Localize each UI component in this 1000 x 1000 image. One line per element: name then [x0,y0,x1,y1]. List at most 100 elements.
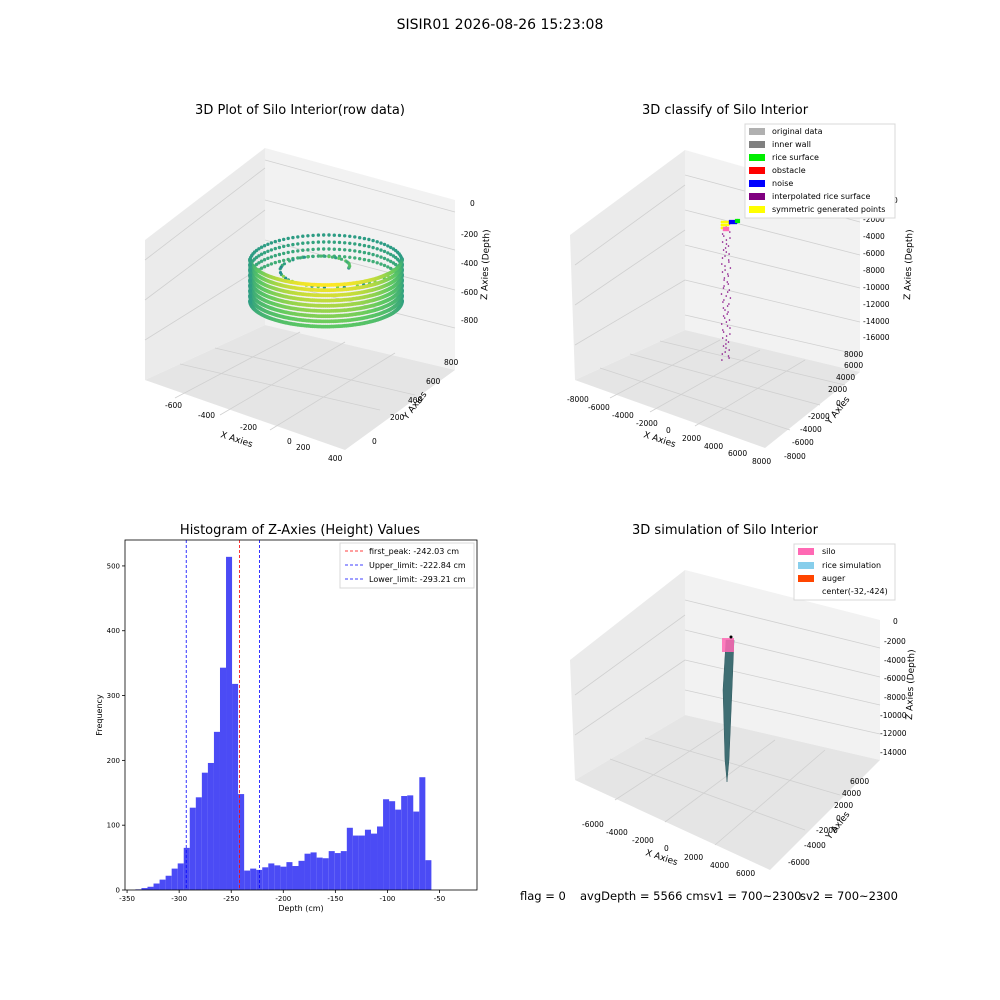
histogram-bar [183,847,190,890]
symmetric-generated-point [720,220,724,224]
noise-point [730,221,734,225]
simulation-x-label: X Axies [644,848,679,868]
scatter-point [311,240,315,245]
scatter-point [382,242,387,247]
classify-z-tick: -2000 [863,215,885,224]
rice-surface-point [737,218,741,222]
scatter-point [296,235,300,239]
histogram-bar [232,683,239,890]
scatter-point [248,262,252,267]
histogram-y-label: Frequency [95,694,104,736]
scatter-point [343,255,347,259]
status-sv2: sv2 = 700~2300 [800,889,898,903]
classify-z-tick: -4000 [863,232,885,241]
interpolated-rice-surface-point [728,319,731,321]
histogram-bar [419,777,426,890]
plot-frame [124,539,478,891]
scatter-point [301,248,305,252]
interpolated-rice-surface-point [722,307,725,309]
interpolated-rice-surface-point [721,359,723,361]
histogram-bar [292,866,299,890]
scatter-point [362,250,367,255]
raw-z-tick: -800 [461,316,478,325]
simulation-x-tick: 4000 [710,861,729,870]
raw-data-3d-chart: -600 -400 -200 0 200 400 0 200 400 600 8… [144,148,492,463]
interpolated-rice-surface-point [721,263,723,265]
classify-x-tick: -8000 [567,395,589,404]
scatter-point [284,276,288,280]
histogram-bar [316,857,323,890]
scatter-point [379,248,383,252]
interpolated-rice-surface-point [721,271,724,273]
interpolated-rice-surface-point [729,231,731,233]
legend-label: obstacle [772,166,806,175]
scatter-point [278,271,283,275]
scatter-point [319,254,323,258]
scatter-point [358,243,362,247]
interpolated-rice-surface-point [722,315,725,317]
grid-lines [574,599,881,846]
interpolated-rice-surface-point [722,287,725,289]
legend-label: silo [822,547,836,556]
pane-floor [145,325,455,450]
interpolated-rice-surface-point [725,321,728,323]
scatter-point [332,233,336,237]
histogram-bar [226,556,233,890]
histogram-bar [219,667,227,890]
interpolated-rice-surface-point [727,259,730,261]
scatter-point [348,241,352,245]
scatter-point [266,263,270,267]
interpolated-rice-surface-point [722,331,725,333]
scatter-point [311,254,315,258]
cluster-point [724,228,728,232]
interpolated-rice-surface-point [727,283,730,285]
scatter-point [371,245,375,250]
panel-title-classify: 3D classify of Silo Interior [641,103,809,118]
scatter-point [362,257,367,262]
simulation-z-label: Z Axies (Depth) [905,649,917,720]
interpolated-rice-surface-point [724,351,726,353]
scatter-point [358,257,362,261]
scatter-point [358,250,362,254]
histogram-bar [334,853,341,890]
scatter-point [257,247,261,251]
scatter-point [273,239,277,244]
legend-swatch-obstacle [749,167,765,174]
histogram-x-tick-label: -300 [171,895,187,903]
noise-point [728,221,732,225]
legend-label: center(-32,-424) [822,587,888,596]
histogram-y-ticks: 0 100 200 300 400 500 [107,562,125,895]
scatter-point [316,233,321,237]
raw-y-tick: 400 [408,396,423,405]
scatter-point [343,248,347,252]
legend-swatch-auger [798,575,814,582]
scatter-point [367,237,371,242]
legend-swatch-inner-wall [749,141,765,148]
scatter-point [353,235,357,239]
simulation-z-tick: -2000 [884,637,906,646]
interpolated-rice-surface-point [728,253,730,255]
scatter-point [371,238,375,243]
interpolated-rice-surface-point [726,305,729,307]
histogram-bar [207,762,214,890]
scatter-point [367,244,371,249]
scatter-point [273,246,277,251]
scatter-point [337,233,342,238]
classify-x-tick: 2000 [682,434,701,443]
scatter-point [301,234,305,238]
histogram-reference-lines [185,540,260,890]
rice-surface-point [737,220,741,224]
interpolated-rice-surface-point [727,245,730,247]
interpolated-rice-surface-point [723,235,725,237]
interpolated-rice-surface-point [722,301,724,303]
simulation-x-ticks: -6000 -4000 -2000 0 2000 4000 6000 [582,820,755,878]
legend-swatch-noise [749,180,765,187]
status-flag: flag = 0 [520,889,566,903]
interpolated-rice-surface-point [728,289,731,291]
figure-title: SISIR01 2026-08-26 15:23:08 [396,17,604,33]
symmetric-generated-point [726,223,730,227]
scatter-point [362,236,367,241]
scatter-point [332,240,336,244]
scatter-point [382,249,387,254]
histogram-bar [195,797,202,890]
